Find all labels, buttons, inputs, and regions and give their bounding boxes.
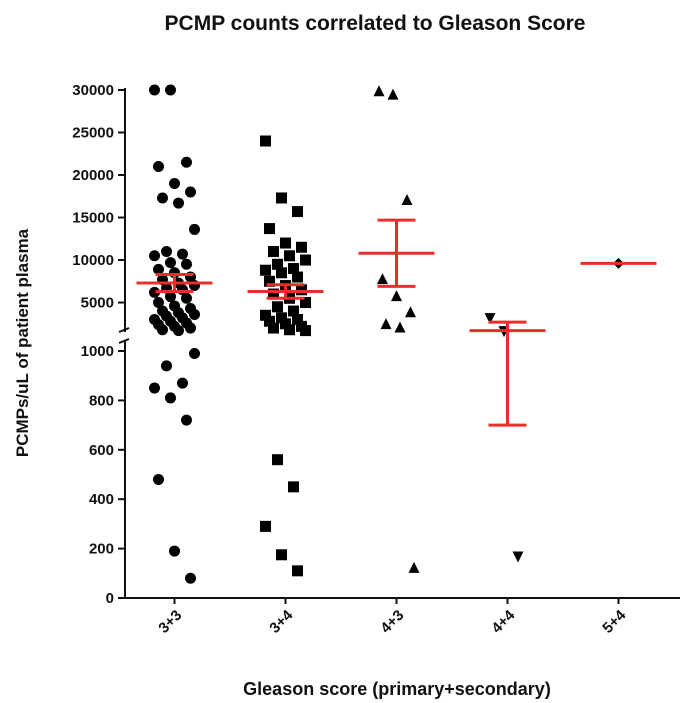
- y-tick-label: 400: [89, 491, 114, 508]
- data-point: [260, 309, 271, 321]
- x-tick-label: 3+4: [266, 606, 296, 636]
- x-tick-label: 4+4: [488, 606, 518, 636]
- data-point: [272, 454, 283, 466]
- data-point: [300, 325, 311, 337]
- data-point: [377, 273, 388, 285]
- y-tick-label: 0: [106, 590, 114, 607]
- data-point: [296, 241, 307, 253]
- data-point: [189, 223, 200, 235]
- data-point: [181, 414, 192, 426]
- data-point: [276, 312, 287, 324]
- data-point: [272, 301, 283, 313]
- data-point: [276, 267, 287, 279]
- data-point: [165, 84, 176, 96]
- data-point: [387, 88, 399, 100]
- data-point: [165, 291, 176, 303]
- data-point: [189, 308, 200, 320]
- axis-break: [118, 327, 130, 333]
- data-point: [296, 284, 307, 296]
- data-point: [260, 135, 271, 147]
- y-tick-label: 600: [89, 442, 114, 459]
- data-point: [189, 347, 200, 359]
- data-point: [408, 561, 420, 573]
- x-tick-label: 3+3: [155, 607, 185, 637]
- data-point: [373, 85, 385, 97]
- data-point: [284, 250, 295, 262]
- data-point: [264, 223, 275, 235]
- data-point: [288, 481, 299, 493]
- y-tick-label: 1000: [81, 343, 114, 360]
- x-axis-label: Gleason score (primary+secondary): [243, 679, 551, 699]
- data-point: [300, 297, 311, 309]
- data-point: [280, 237, 291, 249]
- data-point: [157, 324, 168, 336]
- data-point: [260, 520, 271, 532]
- data-point: [153, 263, 164, 275]
- data-point: [149, 84, 160, 96]
- y-tick-label: 10000: [72, 252, 114, 269]
- data-point: [153, 473, 164, 485]
- data-point: [181, 292, 192, 304]
- data-point: [394, 321, 406, 333]
- data-point: [181, 258, 192, 270]
- data-point: [268, 288, 279, 300]
- data-point: [169, 178, 180, 190]
- data-point: [149, 286, 160, 298]
- data-point: [185, 186, 196, 198]
- data-point: [292, 271, 303, 283]
- data-point: [391, 290, 402, 302]
- data-point: [181, 156, 192, 168]
- x-tick-label: 4+3: [377, 607, 407, 637]
- y-tick-label: 20000: [72, 167, 114, 184]
- data-point: [177, 248, 188, 260]
- data-point: [401, 194, 413, 206]
- chart-title: PCMP counts correlated to Gleason Score: [165, 12, 586, 35]
- data-point: [264, 315, 275, 327]
- data-point: [161, 360, 172, 372]
- data-point: [157, 192, 168, 204]
- data-point: [149, 382, 160, 394]
- data-point: [268, 246, 279, 258]
- data-point: [153, 297, 164, 309]
- axis-break: [118, 338, 130, 344]
- data-point: [484, 313, 496, 325]
- data-point: [292, 565, 303, 577]
- data-point: [173, 197, 184, 209]
- y-axis-label: PCMPs/uL of patient plasma: [13, 228, 32, 457]
- data-point: [276, 192, 287, 204]
- data-point: [292, 314, 303, 326]
- data-point: [288, 263, 299, 275]
- y-tick-label: 30000: [72, 82, 114, 99]
- data-point: [161, 246, 172, 258]
- data-point: [264, 275, 275, 287]
- x-tick-label: 5+4: [599, 606, 629, 636]
- data-point: [165, 392, 176, 404]
- y-tick-label: 800: [89, 392, 114, 409]
- data-point: [272, 258, 283, 270]
- data-point: [185, 322, 196, 334]
- data-point: [288, 305, 299, 317]
- data-point: [380, 318, 392, 330]
- data-point: [512, 551, 524, 563]
- data-point: [153, 161, 164, 173]
- y-tick-label: 200: [89, 541, 114, 558]
- data-point: [300, 254, 311, 266]
- data-point: [149, 250, 160, 262]
- y-tick-label: 5000: [81, 295, 114, 312]
- data-point: [169, 545, 180, 557]
- data-point: [165, 257, 176, 269]
- data-point: [177, 377, 188, 389]
- data-point: [292, 206, 303, 218]
- data-point: [276, 549, 287, 561]
- data-point: [260, 264, 271, 276]
- data-point: [284, 324, 295, 336]
- y-tick-label: 15000: [72, 210, 114, 227]
- data-point: [280, 318, 291, 330]
- y-tick-label: 25000: [72, 125, 114, 142]
- data-point: [405, 306, 416, 318]
- data-point: [173, 325, 184, 337]
- data-point: [268, 322, 279, 334]
- data-point: [185, 572, 196, 584]
